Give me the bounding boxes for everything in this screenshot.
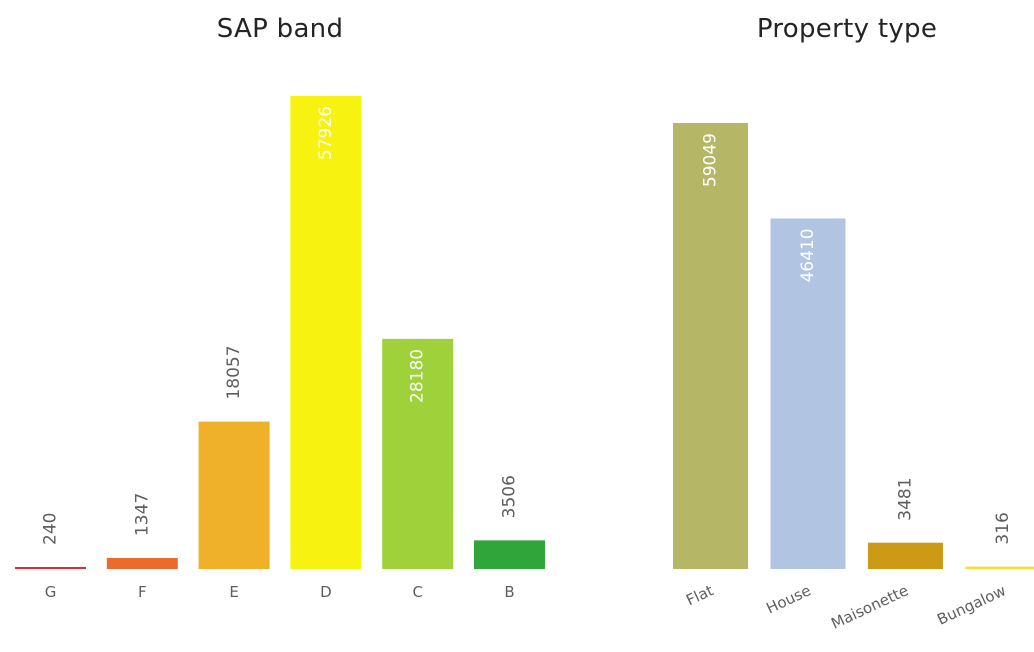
- category-label-property-flat: Flat: [683, 581, 716, 609]
- chart-title-property-type: Property type: [756, 14, 938, 44]
- bar-sap-d: [290, 96, 362, 569]
- value-label-sap-g: 240: [41, 513, 61, 545]
- category-label-sap-e: E: [229, 583, 238, 601]
- value-label-property-maisonette: 3481: [896, 477, 916, 520]
- bar-property-house: [770, 218, 846, 569]
- bar-property-bungalow: [965, 566, 1034, 569]
- category-label-property-bungalow: Bungalow: [934, 581, 1008, 628]
- value-label-sap-b: 3506: [500, 475, 520, 518]
- bar-sap-e: [198, 421, 270, 569]
- value-label-sap-f: 1347: [132, 493, 152, 536]
- category-label-sap-f: F: [138, 583, 147, 601]
- bar-sap-g: [15, 567, 86, 569]
- category-label-property-maisonette: Maisonette: [828, 581, 911, 632]
- value-label-sap-e: 18057: [224, 345, 244, 399]
- bar-sap-c: [382, 338, 454, 569]
- value-label-sap-d: 57926: [316, 106, 336, 160]
- bar-property-flat: [673, 123, 748, 569]
- value-label-property-house: 46410: [798, 228, 818, 282]
- value-label-sap-c: 28180: [408, 349, 428, 403]
- chart-title-sap-band: SAP band: [216, 14, 344, 44]
- bar-property-maisonette: [868, 542, 943, 569]
- category-label-sap-c: C: [412, 583, 422, 601]
- value-label-property-bungalow: 316: [993, 512, 1013, 544]
- category-label-sap-g: G: [45, 583, 57, 601]
- category-label-property-house: House: [763, 581, 813, 617]
- bar-sap-b: [474, 540, 545, 569]
- category-label-sap-d: D: [320, 583, 332, 601]
- bar-sap-f: [106, 558, 178, 569]
- value-label-property-flat: 59049: [701, 133, 721, 187]
- category-label-sap-b: B: [504, 583, 514, 601]
